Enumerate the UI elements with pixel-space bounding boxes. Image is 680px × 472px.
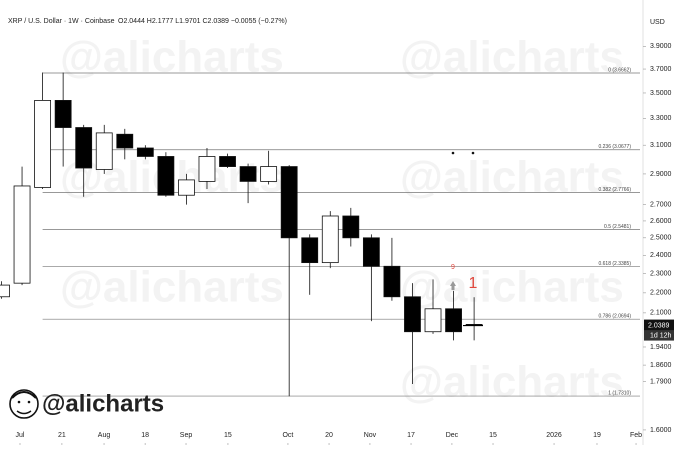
- candle-body: [116, 133, 134, 149]
- y-tick-label: 2.3000: [650, 271, 672, 278]
- level-label: 0.5 (2.5481): [604, 224, 631, 230]
- candle-body: [198, 156, 216, 182]
- y-tick-label: 1.8600: [650, 362, 672, 369]
- logo-eye: [17, 400, 21, 404]
- x-tick-label: 17: [407, 432, 415, 439]
- x-tick-label: Nov: [364, 432, 377, 439]
- candle-body: [178, 179, 195, 196]
- candle-body: [342, 215, 360, 239]
- last-price-box: [644, 319, 674, 331]
- candle-body: [136, 147, 154, 157]
- logo-mouth: [16, 410, 32, 415]
- marker-dot: [451, 151, 455, 155]
- countdown-box: [644, 330, 674, 341]
- level-label: 0.382 (2.7766): [598, 187, 631, 193]
- y-tick-label: 1.6000: [650, 427, 672, 434]
- candle-body: [34, 100, 51, 188]
- brand-text: @alicharts: [42, 390, 164, 417]
- watermark-text: @alicharts: [400, 263, 624, 312]
- level-label: 0.618 (2.3385): [598, 261, 631, 267]
- candle-body: [424, 308, 442, 333]
- x-tick-label: Jul: [16, 432, 25, 439]
- y-tick-label: 3.1000: [650, 142, 672, 149]
- y-tick-label: 2.9000: [650, 171, 672, 178]
- x-tick-label: Oct: [282, 432, 293, 439]
- x-tick-label: Aug: [98, 432, 111, 439]
- y-tick-label: 3.7000: [650, 66, 672, 73]
- watermark-text: @alicharts: [60, 263, 284, 312]
- arrow-icon: [450, 281, 456, 290]
- x-tick-label: 15: [489, 432, 497, 439]
- currency: USD: [650, 19, 665, 26]
- x-tick-label: Dec: [446, 432, 459, 439]
- marker-dot: [471, 151, 475, 155]
- y-tick-label: 2.2000: [650, 290, 672, 297]
- level-label: 0.236 (3.0677): [598, 144, 631, 150]
- candle-body: [0, 284, 10, 298]
- candle-body: [260, 166, 278, 182]
- watermark-text: @alicharts: [400, 33, 624, 82]
- x-tick-label: 18: [141, 432, 149, 439]
- logo-hair: [11, 391, 37, 399]
- logo-eye: [27, 400, 31, 404]
- y-tick-label: 3.9000: [650, 43, 672, 50]
- x-tick-label: Feb: [630, 432, 642, 439]
- x-tick-label: 15: [224, 432, 232, 439]
- y-tick-label: 2.4000: [650, 252, 672, 259]
- candle-body: [383, 265, 401, 298]
- candle-body: [75, 127, 93, 169]
- candle-body: [280, 166, 298, 239]
- y-tick-label: 1.9400: [650, 344, 672, 351]
- x-tick-label: 21: [58, 432, 66, 439]
- candle-body: [54, 100, 72, 128]
- candle-body: [239, 166, 257, 182]
- annotation: 9: [451, 264, 455, 271]
- y-tick-label: 2.5000: [650, 235, 672, 242]
- y-tick-label: 3.5000: [650, 90, 672, 97]
- watermark-text: @alicharts: [60, 33, 284, 82]
- x-tick-label: 19: [593, 432, 601, 439]
- y-tick-label: 2.1000: [650, 310, 672, 317]
- watermark-text: @alicharts: [400, 358, 624, 407]
- ohlc: O2.0444 H2.1777 L1.9701 C2.0389 −0.0055 …: [118, 18, 287, 25]
- level-label: 1 (1.7310): [608, 390, 631, 396]
- countdown-label: 1d 12h: [650, 332, 672, 339]
- watermark-text: @alicharts: [400, 153, 624, 202]
- y-tick-label: 3.3000: [650, 115, 672, 122]
- x-tick-label: Sep: [180, 432, 193, 439]
- plot: 3.9000 3.7000 3.5000 3.3000 3.1000 2.9000 2.70…: [0, 43, 672, 445]
- candle-body: [95, 132, 113, 170]
- candle-body: [157, 156, 175, 196]
- candle-body: [445, 308, 462, 333]
- last-price-label: 2.0389: [648, 322, 670, 329]
- symbol: XRP / U.S. Dollar · 1W · Coinbase: [8, 18, 115, 25]
- y-tick-label: 1.7900: [650, 378, 672, 385]
- candle-body: [13, 185, 31, 284]
- x-tick-label: 2026: [546, 432, 562, 439]
- candle-body: [219, 156, 236, 167]
- candle-body: [362, 237, 380, 267]
- candle-body: [404, 296, 421, 333]
- x-tick-label: 20: [325, 432, 333, 439]
- annotation: 1: [469, 275, 478, 292]
- level-label: 0 (3.6662): [608, 67, 631, 73]
- candle-body: [321, 215, 339, 264]
- candle-body: [301, 237, 319, 264]
- brand-logo: @alicharts: [9, 389, 164, 419]
- level-label: 0.786 (2.0694): [598, 314, 631, 320]
- y-tick-label: 2.7000: [650, 202, 672, 209]
- y-tick-label: 2.6000: [650, 218, 672, 225]
- watermark: @alicharts @alicharts @alicharts @alicha…: [60, 33, 624, 407]
